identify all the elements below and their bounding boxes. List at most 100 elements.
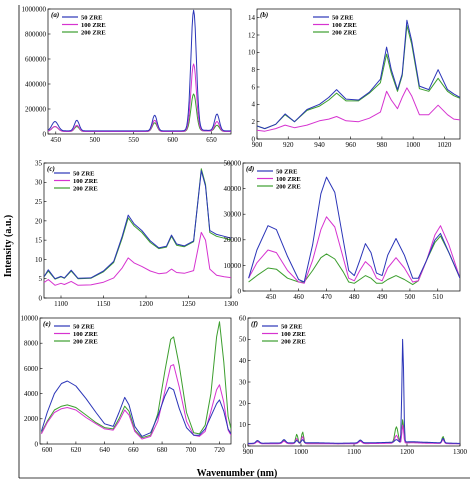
plot-frame	[256, 8, 461, 140]
legend-label: 50 ZRE	[81, 14, 103, 21]
y-tick-label: 50000	[224, 159, 242, 167]
series-line-50	[40, 380, 231, 437]
plot-frame	[242, 162, 461, 292]
series-line-50	[44, 170, 231, 280]
y-tick-label: 10000	[21, 314, 39, 322]
y-tick-label: 4	[252, 101, 256, 109]
series-line-100	[248, 216, 460, 284]
x-tick-label: 510	[432, 293, 443, 301]
x-tick-label: 470	[321, 293, 332, 301]
series-line-100	[48, 63, 231, 132]
y-tick-label: 0	[43, 130, 47, 138]
panel-tag: (b)	[260, 11, 268, 19]
series-line-100	[257, 87, 460, 132]
y-tick-label: 30	[35, 179, 43, 187]
y-tick-label: 25	[35, 198, 43, 206]
legend-label: 100 ZRE	[73, 178, 98, 185]
y-tick-label: 15	[35, 237, 43, 245]
legend-label: 50 ZRE	[73, 323, 95, 330]
panel-c: 1100 1150 1200 1250 1300 0 5 10 15 20 25 30 35 (c) 50 …	[35, 159, 239, 308]
legend-label: 100 ZRE	[281, 331, 306, 338]
series-line-100	[40, 364, 231, 440]
x-tick-label: 920	[283, 141, 294, 149]
legend-label: 50 ZRE	[281, 323, 303, 330]
series-line-50	[248, 176, 460, 283]
plot-frame	[247, 317, 461, 447]
panel-tag: (c)	[47, 165, 55, 173]
y-tick-label: 20	[35, 217, 43, 225]
x-tick-label: 940	[314, 141, 325, 149]
x-tick-label: 1150	[97, 300, 111, 308]
x-tick-label: 700	[186, 446, 197, 454]
y-tick-label: 2000	[24, 415, 39, 423]
x-tick-label: 640	[99, 446, 110, 454]
plot-frame	[39, 317, 232, 445]
x-tick-label: 600	[167, 136, 178, 144]
panel-d: 450 460 470 480 490 500 510 0 10000 20000 30000 400…	[224, 159, 461, 301]
y-tick-label: 600000	[25, 55, 47, 63]
panel-f: 900 1000 1100 1200 1300 0 10 20 30 40 50 60 (f) 50 ZR…	[239, 314, 468, 456]
y-tick-label: 6000	[24, 365, 39, 373]
x-tick-label: 1000	[294, 448, 309, 456]
x-tick-label: 550	[128, 136, 139, 144]
y-tick-label: 50	[239, 336, 247, 344]
legend-label: 50 ZRE	[332, 14, 354, 21]
y-tick-label: 1000000	[22, 5, 47, 13]
y-tick-label: 6	[252, 83, 256, 91]
y-tick-label: 10000	[224, 262, 242, 270]
x-tick-label: 500	[405, 293, 416, 301]
x-tick-label: 600	[42, 446, 53, 454]
x-tick-label: 900	[243, 448, 254, 456]
x-tick-label: 900	[252, 141, 263, 149]
x-tick-label: 680	[157, 446, 168, 454]
panel-e: 600 620 640 660 680 700 720 0 2000 4000 6000 8000 10…	[21, 314, 232, 454]
y-tick-label: 8000	[24, 340, 39, 348]
y-tick-label: 60	[239, 314, 247, 322]
series-line-200	[248, 419, 460, 445]
y-tick-label: 10	[239, 421, 247, 429]
legend-label: 200 ZRE	[332, 29, 357, 36]
series-line-200	[257, 25, 460, 130]
x-tick-label: 500	[89, 136, 100, 144]
legend-label: 100 ZRE	[73, 331, 98, 338]
y-tick-label: 0	[243, 442, 247, 450]
panel-tag: (e)	[43, 320, 51, 328]
x-tick-label: 1200	[400, 448, 415, 456]
series-line-50	[48, 9, 231, 132]
legend-label: 100 ZRE	[81, 22, 106, 29]
x-tick-label: 490	[377, 293, 388, 301]
x-tick-label: 960	[345, 141, 356, 149]
y-tick-label: 30	[239, 378, 247, 386]
x-tick-label: 460	[293, 293, 304, 301]
y-tick-label: 200000	[25, 105, 47, 113]
x-tick-label: 720	[214, 446, 225, 454]
x-tick-label: 620	[71, 446, 82, 454]
panel-tag: (a)	[51, 11, 59, 19]
plot-frame	[43, 162, 232, 299]
x-tick-label: 1300	[453, 448, 468, 456]
legend-label: 200 ZRE	[81, 29, 106, 36]
y-tick-label: 0	[252, 135, 256, 143]
plot-frame	[47, 8, 232, 135]
x-tick-label: 450	[51, 136, 62, 144]
panel-a: 450 500 550 600 650 0 200000 400000 600000 800000…	[22, 5, 232, 144]
panel-tag: (d)	[246, 165, 254, 173]
legend-label: 200 ZRE	[73, 185, 98, 192]
y-tick-label: 40000	[224, 185, 242, 193]
x-tick-label: 1300	[224, 300, 239, 308]
y-tick-label: 2	[252, 118, 256, 126]
y-tick-label: 10	[248, 49, 256, 57]
y-tick-label: 20000	[224, 236, 242, 244]
y-tick-label: 400000	[25, 80, 47, 88]
panel-b: 900 920 940 960 980 1000 1020 0 2 4 6 8 10 12 14 (b) 50 …	[248, 8, 461, 149]
series-line-100	[248, 424, 460, 445]
legend-label: 50 ZRE	[73, 170, 95, 177]
series-line-200	[248, 235, 460, 286]
x-tick-label: 1020	[437, 141, 452, 149]
y-tick-label: 30000	[224, 211, 242, 219]
x-tick-label: 1000	[406, 141, 421, 149]
series-line-100	[44, 231, 231, 286]
legend-label: 100 ZRE	[276, 176, 301, 183]
y-tick-label: 0	[39, 294, 43, 302]
